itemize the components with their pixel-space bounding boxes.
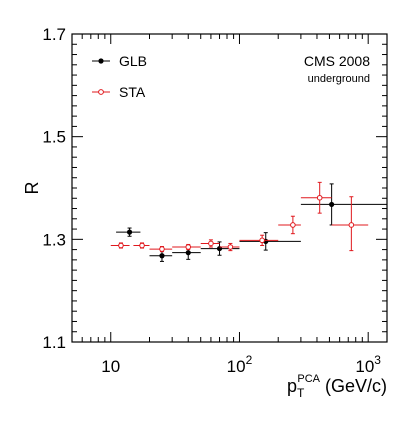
series-glb xyxy=(116,183,387,262)
data-point xyxy=(185,250,191,256)
x-tick-label-base: 10 xyxy=(227,357,246,376)
annotation-underground: underground xyxy=(308,73,370,85)
legend-label-sta: STA xyxy=(119,84,146,100)
y-tick-labels: 1.1 1.3 1.5 1.7 xyxy=(42,25,66,352)
series-layer xyxy=(110,181,387,262)
legend-item-glb: GLB xyxy=(92,53,147,69)
legend: GLB STA xyxy=(92,53,147,100)
x-axis-title-main: p xyxy=(287,376,297,396)
data-point xyxy=(227,244,234,250)
data-point xyxy=(290,222,296,228)
x-tick-label: 10 xyxy=(101,357,120,376)
series-sta xyxy=(110,181,369,253)
legend-label-glb: GLB xyxy=(119,53,147,69)
axis-ticks xyxy=(71,33,387,343)
x-axis-title-sup: PCA xyxy=(297,373,320,385)
legend-marker-sta xyxy=(98,89,104,95)
y-tick-label: 1.1 xyxy=(42,333,66,352)
data-point xyxy=(118,242,124,249)
data-point xyxy=(259,237,265,244)
data-point xyxy=(185,244,192,250)
x-tick-labels: 10 102 103 xyxy=(101,353,381,376)
x-axis-title-sub: T xyxy=(297,386,305,400)
x-axis-title: pTPCA (GeV/c) xyxy=(287,373,387,400)
data-point xyxy=(126,229,133,235)
data-point xyxy=(159,246,165,252)
x-tick-label-base: 10 xyxy=(355,357,374,376)
legend-item-sta: STA xyxy=(92,84,146,100)
x-tick-label-exponent: 3 xyxy=(374,353,381,367)
data-point xyxy=(329,201,335,208)
data-point xyxy=(159,253,165,259)
y-tick-label: 1.5 xyxy=(42,128,66,147)
x-tick-label: 103 xyxy=(355,353,381,376)
x-axis-title-unit: (GeV/c) xyxy=(325,376,387,396)
annotation-cms-2008: CMS 2008 xyxy=(304,53,370,69)
y-axis-title: R xyxy=(22,182,42,195)
x-tick-label: 102 xyxy=(227,353,253,376)
x-tick-label-base: 10 xyxy=(101,357,120,376)
x-tick-label-exponent: 2 xyxy=(246,353,253,367)
y-tick-label: 1.3 xyxy=(42,230,66,249)
data-point xyxy=(348,222,355,228)
y-tick-label: 1.7 xyxy=(42,25,66,44)
data-point xyxy=(139,242,145,249)
data-point xyxy=(208,240,214,247)
legend-marker-glb xyxy=(98,58,104,64)
data-point xyxy=(316,194,323,201)
